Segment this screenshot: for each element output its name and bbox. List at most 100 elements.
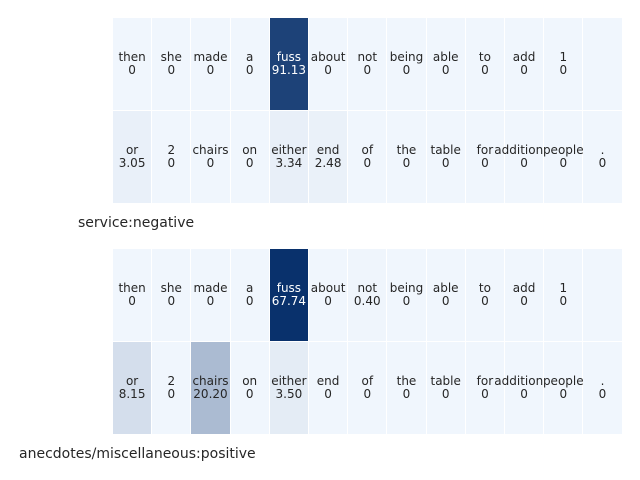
cell-value: 0 <box>481 63 489 77</box>
cell-value: 0 <box>128 294 136 308</box>
cell-value: 0 <box>441 294 450 308</box>
cell-value: 0 <box>481 156 489 170</box>
cell-value: 0 <box>245 294 254 308</box>
cell-value: 0 <box>167 294 176 308</box>
cell-token: 2 <box>167 374 176 388</box>
heatmap-cell: or 8.15 <box>113 342 153 435</box>
heatmap-cell: chairs 20.20 <box>191 342 231 435</box>
cell-value: 0 <box>167 156 176 170</box>
cell-value: 0 <box>441 387 450 401</box>
cell-value: 3.50 <box>275 387 303 401</box>
cell-value: 0 <box>441 63 450 77</box>
heatmap-cell <box>583 249 623 342</box>
cell-value: 0 <box>324 387 332 401</box>
heatmap-cell: either 3.34 <box>269 111 309 204</box>
cell-token: fuss <box>276 50 302 64</box>
cell-token: about <box>310 281 346 295</box>
cell-token: being <box>389 50 424 64</box>
cell-token: add <box>512 281 536 295</box>
cell-token: . <box>600 143 605 157</box>
cell-value: 0 <box>245 387 254 401</box>
heatmap-cell: table 0 <box>426 342 466 435</box>
cell-value: 0 <box>206 156 215 170</box>
heatmap-cell: fuss 67.74 <box>269 249 309 342</box>
cell-value: 0 <box>481 294 489 308</box>
heatmap-cell: additional 0 <box>494 111 554 204</box>
cell-value: 20.20 <box>193 387 228 401</box>
cell-value: 91.13 <box>271 63 307 77</box>
cell-value: 0 <box>520 294 528 308</box>
cell-token: not <box>357 281 378 295</box>
cell-token: the <box>396 374 417 388</box>
heatmap-cell: able 0 <box>426 249 466 342</box>
heatmap-cell: end 2.48 <box>309 111 349 204</box>
cell-value: 0 <box>167 63 176 77</box>
heatmap-cell: about 0 <box>309 18 349 111</box>
heatmap-cell: people 0 <box>543 342 584 435</box>
heatmap-cell: additional 0 <box>494 342 554 435</box>
cell-value: 0 <box>128 63 136 77</box>
heatmap-cell: end 0 <box>309 342 349 435</box>
heatmap-cell: not 0 <box>348 18 388 111</box>
cell-value: 0 <box>402 294 411 308</box>
cell-token: for <box>476 374 494 388</box>
heatmap-cell: the 0 <box>387 342 427 435</box>
cell-token: she <box>160 281 182 295</box>
heatmap-cell <box>583 18 623 111</box>
heatmap-cell: being 0 <box>387 18 427 111</box>
cell-token: end <box>316 374 340 388</box>
heatmap-cell: able 0 <box>426 18 466 111</box>
heatmap-cell: people 0 <box>542 111 584 204</box>
heatmap-cell: she 0 <box>152 18 192 111</box>
cell-value: 0 <box>559 156 568 170</box>
cell-token: for <box>476 143 494 157</box>
cell-token: to <box>478 281 491 295</box>
cell-token: then <box>118 50 146 64</box>
heatmap-cell: being 0 <box>387 249 427 342</box>
cell-token: chairs <box>192 374 229 388</box>
heatmap-cell: .0 <box>583 111 623 204</box>
cell-value: 0 <box>402 387 411 401</box>
cell-token: made <box>193 281 228 295</box>
cell-token: 2 <box>167 143 176 157</box>
cell-token: of <box>361 143 374 157</box>
heatmap-cell: the 0 <box>387 111 427 204</box>
heatmap-caption-service-negative: service:negative <box>78 215 195 231</box>
heatmap-cell: made 0 <box>191 249 231 342</box>
cell-value: 0 <box>167 387 176 401</box>
cell-token: fuss <box>276 281 302 295</box>
cell-value: 0 <box>520 63 528 77</box>
heatmap-cell: then 0 <box>113 249 153 342</box>
cell-token: made <box>193 50 228 64</box>
cell-value: 0 <box>363 63 372 77</box>
cell-value: 2.48 <box>314 156 342 170</box>
cell-token: additional <box>494 374 554 388</box>
heatmap-cell: fuss 91.13 <box>269 18 309 111</box>
cell-token: to <box>478 50 491 64</box>
heatmap-cell: add 0 <box>505 249 545 342</box>
heatmap-cell: of 0 <box>348 111 388 204</box>
cell-value: 0 <box>598 387 607 401</box>
heatmap-caption-anecdotes-positive: anecdotes/miscellaneous:positive <box>19 446 256 462</box>
cell-value: 0 <box>598 156 607 170</box>
cell-token: . <box>600 374 605 388</box>
cell-token: the <box>396 143 417 157</box>
cell-value: 3.05 <box>118 156 146 170</box>
cell-token: additional <box>494 143 554 157</box>
heatmap-cell: of 0 <box>348 342 388 435</box>
cell-token: either <box>271 374 307 388</box>
cell-value: 8.15 <box>118 387 146 401</box>
heatmap-cell: not 0.40 <box>348 249 388 342</box>
cell-token: people <box>542 143 584 157</box>
cell-token: on <box>242 374 258 388</box>
heatmap-cell: to 0 <box>465 249 505 342</box>
heatmap-cell: then 0 <box>113 18 153 111</box>
cell-value: 0 <box>363 156 372 170</box>
cell-value: 0.40 <box>353 294 381 308</box>
